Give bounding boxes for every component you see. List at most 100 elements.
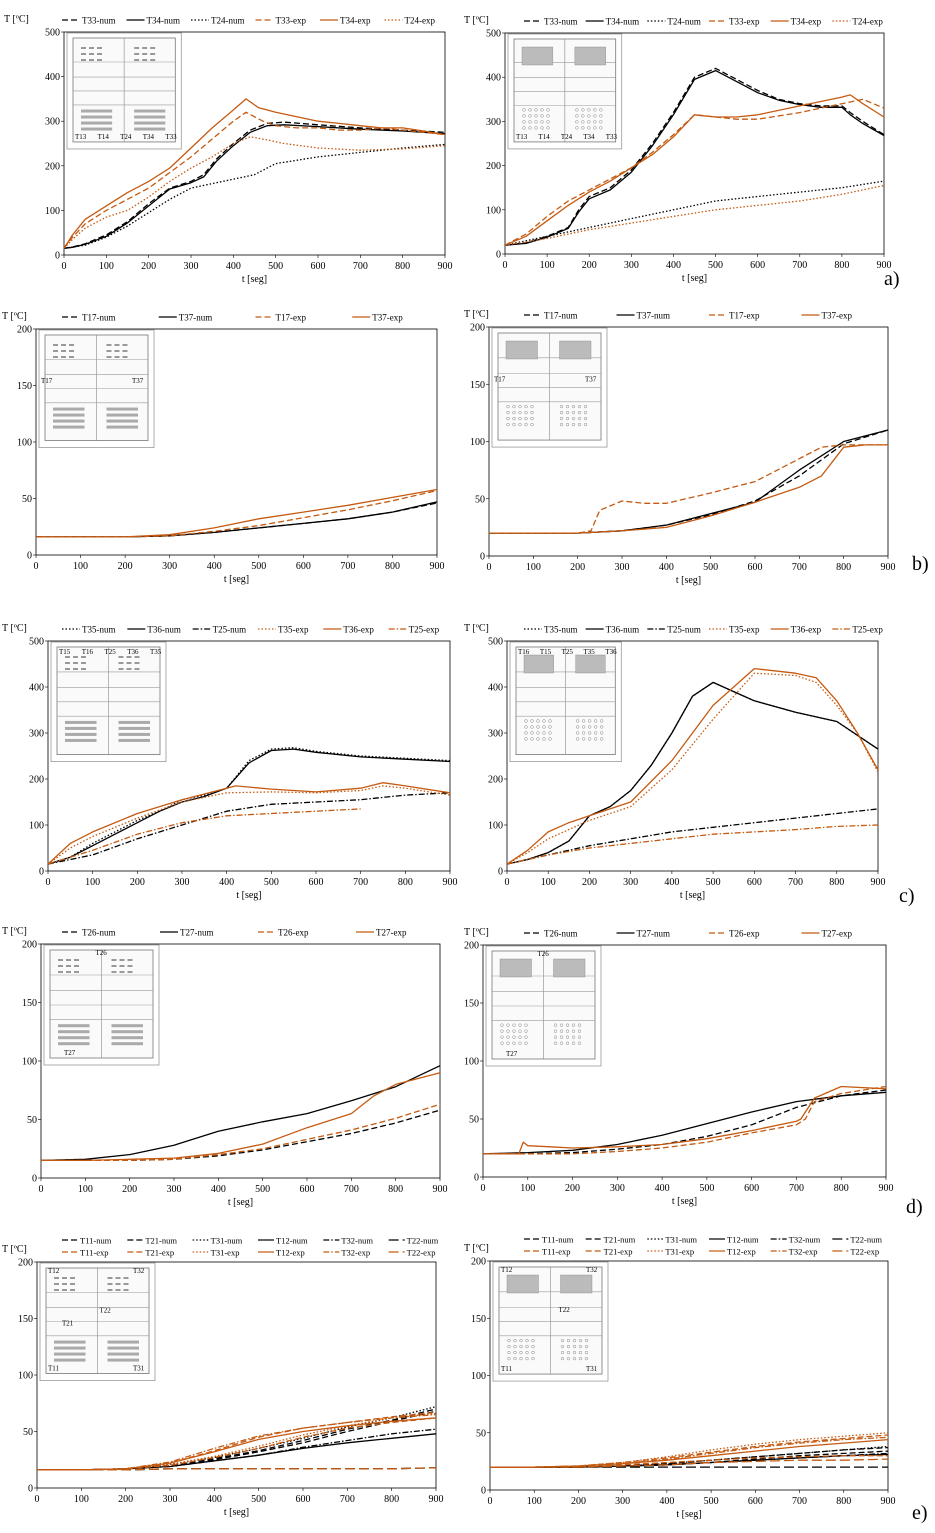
y-tick-label: 100 <box>18 1371 33 1382</box>
inset-sensor-label: T16 <box>518 648 530 656</box>
x-axis-label: t [seg] <box>680 890 705 901</box>
x-tick-label: 900 <box>430 561 445 572</box>
legend-label: T37-num <box>637 311 671 321</box>
series-line <box>63 111 446 249</box>
x-tick-label: 600 <box>750 260 765 271</box>
series-line <box>37 1405 437 1471</box>
x-tick-label: 400 <box>207 1494 222 1505</box>
x-tick-label: 500 <box>708 260 723 271</box>
chart-panel: 0 100 200 300 400 500 0 100 200 300 400 500 600 700 80… <box>462 0 900 292</box>
x-tick-label: 800 <box>384 1494 399 1505</box>
row-label-e: e) <box>912 1502 928 1524</box>
legend-label: T22-num <box>850 1235 882 1245</box>
series-line <box>490 1432 889 1468</box>
legend-label: T26-exp <box>729 929 760 939</box>
x-tick-label: 800 <box>836 562 851 573</box>
x-tick-label: 0 <box>34 561 39 572</box>
inset-sensor-label: T25 <box>105 648 117 656</box>
inset-schematic: T17 T37 <box>491 327 608 448</box>
inset-schematic: T26 T27 <box>485 945 602 1067</box>
legend: T11-num T21-num T31-num T12-num T32-num T22-n… <box>62 1236 439 1258</box>
legend-label: T26-num <box>544 929 578 939</box>
y-tick-label: 500 <box>488 637 503 648</box>
x-tick-label: 900 <box>879 1183 894 1194</box>
inset-sensor-label: T11 <box>48 1365 60 1373</box>
legend: T33-num T34-num T24-num T33-exp T34-exp T24-e… <box>62 16 435 26</box>
legend-label: T17-exp <box>729 311 760 321</box>
legend-label: T21-exp <box>145 1248 174 1258</box>
inset-sensor-label: T13 <box>75 133 87 141</box>
y-tick-label: 100 <box>17 438 32 449</box>
x-tick-label: 700 <box>344 1184 359 1195</box>
x-tick-label: 700 <box>353 261 368 272</box>
legend-label: T33-num <box>544 17 578 27</box>
legend-label: T34-exp <box>791 17 822 27</box>
inset-schematic: T17 T37 <box>38 329 155 448</box>
x-tick-label: 0 <box>488 1496 493 1507</box>
x-tick-label: 300 <box>615 562 630 573</box>
inset-sensor-label: T37 <box>585 376 597 384</box>
x-tick-label: 100 <box>99 261 114 272</box>
x-tick-label: 900 <box>429 1494 444 1505</box>
x-tick-label: 100 <box>520 1183 535 1194</box>
inset-sensor-label: T22 <box>559 1306 571 1314</box>
y-tick-label: 400 <box>29 683 44 694</box>
chart-panel: 0 100 200 300 400 500 0 100 200 300 400 500 600 700 80… <box>0 617 460 907</box>
y-tick-label: 0 <box>28 1484 33 1495</box>
x-tick-label: 900 <box>881 562 896 573</box>
legend-label: T24-num <box>667 17 701 27</box>
y-tick-label: 300 <box>29 729 44 740</box>
plot-frame <box>504 32 885 255</box>
x-tick-label: 400 <box>207 561 222 572</box>
y-tick-label: 50 <box>469 1115 479 1126</box>
chart-svg: 0 50 100 150 200 0 100 200 300 400 500 600 700 800 900… <box>464 309 896 586</box>
x-tick-label: 600 <box>311 261 326 272</box>
series-line <box>506 672 879 865</box>
x-axis-label: t [seg] <box>672 1196 697 1207</box>
y-tick-label: 200 <box>45 161 60 172</box>
series-line <box>41 1109 441 1162</box>
y-tick-label: 50 <box>476 1428 486 1439</box>
legend-label: T32-num <box>789 1235 821 1245</box>
x-tick-label: 0 <box>39 1184 44 1195</box>
legend-label: T21-num <box>145 1236 177 1246</box>
x-tick-label: 900 <box>871 877 886 888</box>
series-line <box>490 1458 889 1468</box>
y-tick-label: 50 <box>22 494 32 505</box>
series-line <box>36 501 438 538</box>
series-line <box>41 1072 441 1162</box>
inset-sensor-label: T33 <box>606 133 618 141</box>
legend-label: T11-exp <box>80 1248 108 1258</box>
x-tick-label: 400 <box>664 877 679 888</box>
legend: T11-num T21-num T31-num T12-num T32-num T22-n… <box>524 1235 882 1257</box>
x-tick-label: 400 <box>219 877 234 888</box>
x-tick-label: 500 <box>703 562 718 573</box>
y-tick-label: 200 <box>470 323 485 334</box>
legend-label: T36-num <box>147 625 181 635</box>
series-line <box>504 94 885 246</box>
inset-sensor-label: T36 <box>127 648 139 656</box>
plot-frame <box>47 640 451 872</box>
y-tick-label: 150 <box>471 1314 486 1325</box>
x-tick-label: 600 <box>300 1184 315 1195</box>
chart-panel: 0 50 100 150 200 0 100 200 300 400 500 600 700 800 900… <box>0 305 455 595</box>
x-tick-label: 0 <box>487 562 492 573</box>
x-tick-label: 800 <box>834 260 849 271</box>
y-tick-label: 100 <box>486 205 501 216</box>
legend-label: T17-num <box>544 311 578 321</box>
x-tick-label: 400 <box>659 1496 674 1507</box>
x-tick-label: 700 <box>792 562 807 573</box>
series-line <box>41 1103 441 1162</box>
legend-label: T35-exp <box>729 625 760 635</box>
legend: T17-num T37-num T17-exp T37-exp <box>524 311 852 321</box>
inset-sensor-label: T26 <box>538 950 550 958</box>
y-tick-label: 300 <box>488 729 503 740</box>
inset-schematic: T16 T15 T25 T35 T36 <box>509 641 622 762</box>
x-tick-label: 100 <box>526 562 541 573</box>
series-line <box>483 1085 887 1155</box>
series-line <box>37 1410 437 1471</box>
plot-frame <box>63 31 446 256</box>
x-axis-label: t [seg] <box>224 1507 249 1518</box>
y-tick-label: 200 <box>464 941 479 952</box>
x-tick-label: 700 <box>792 1496 807 1507</box>
